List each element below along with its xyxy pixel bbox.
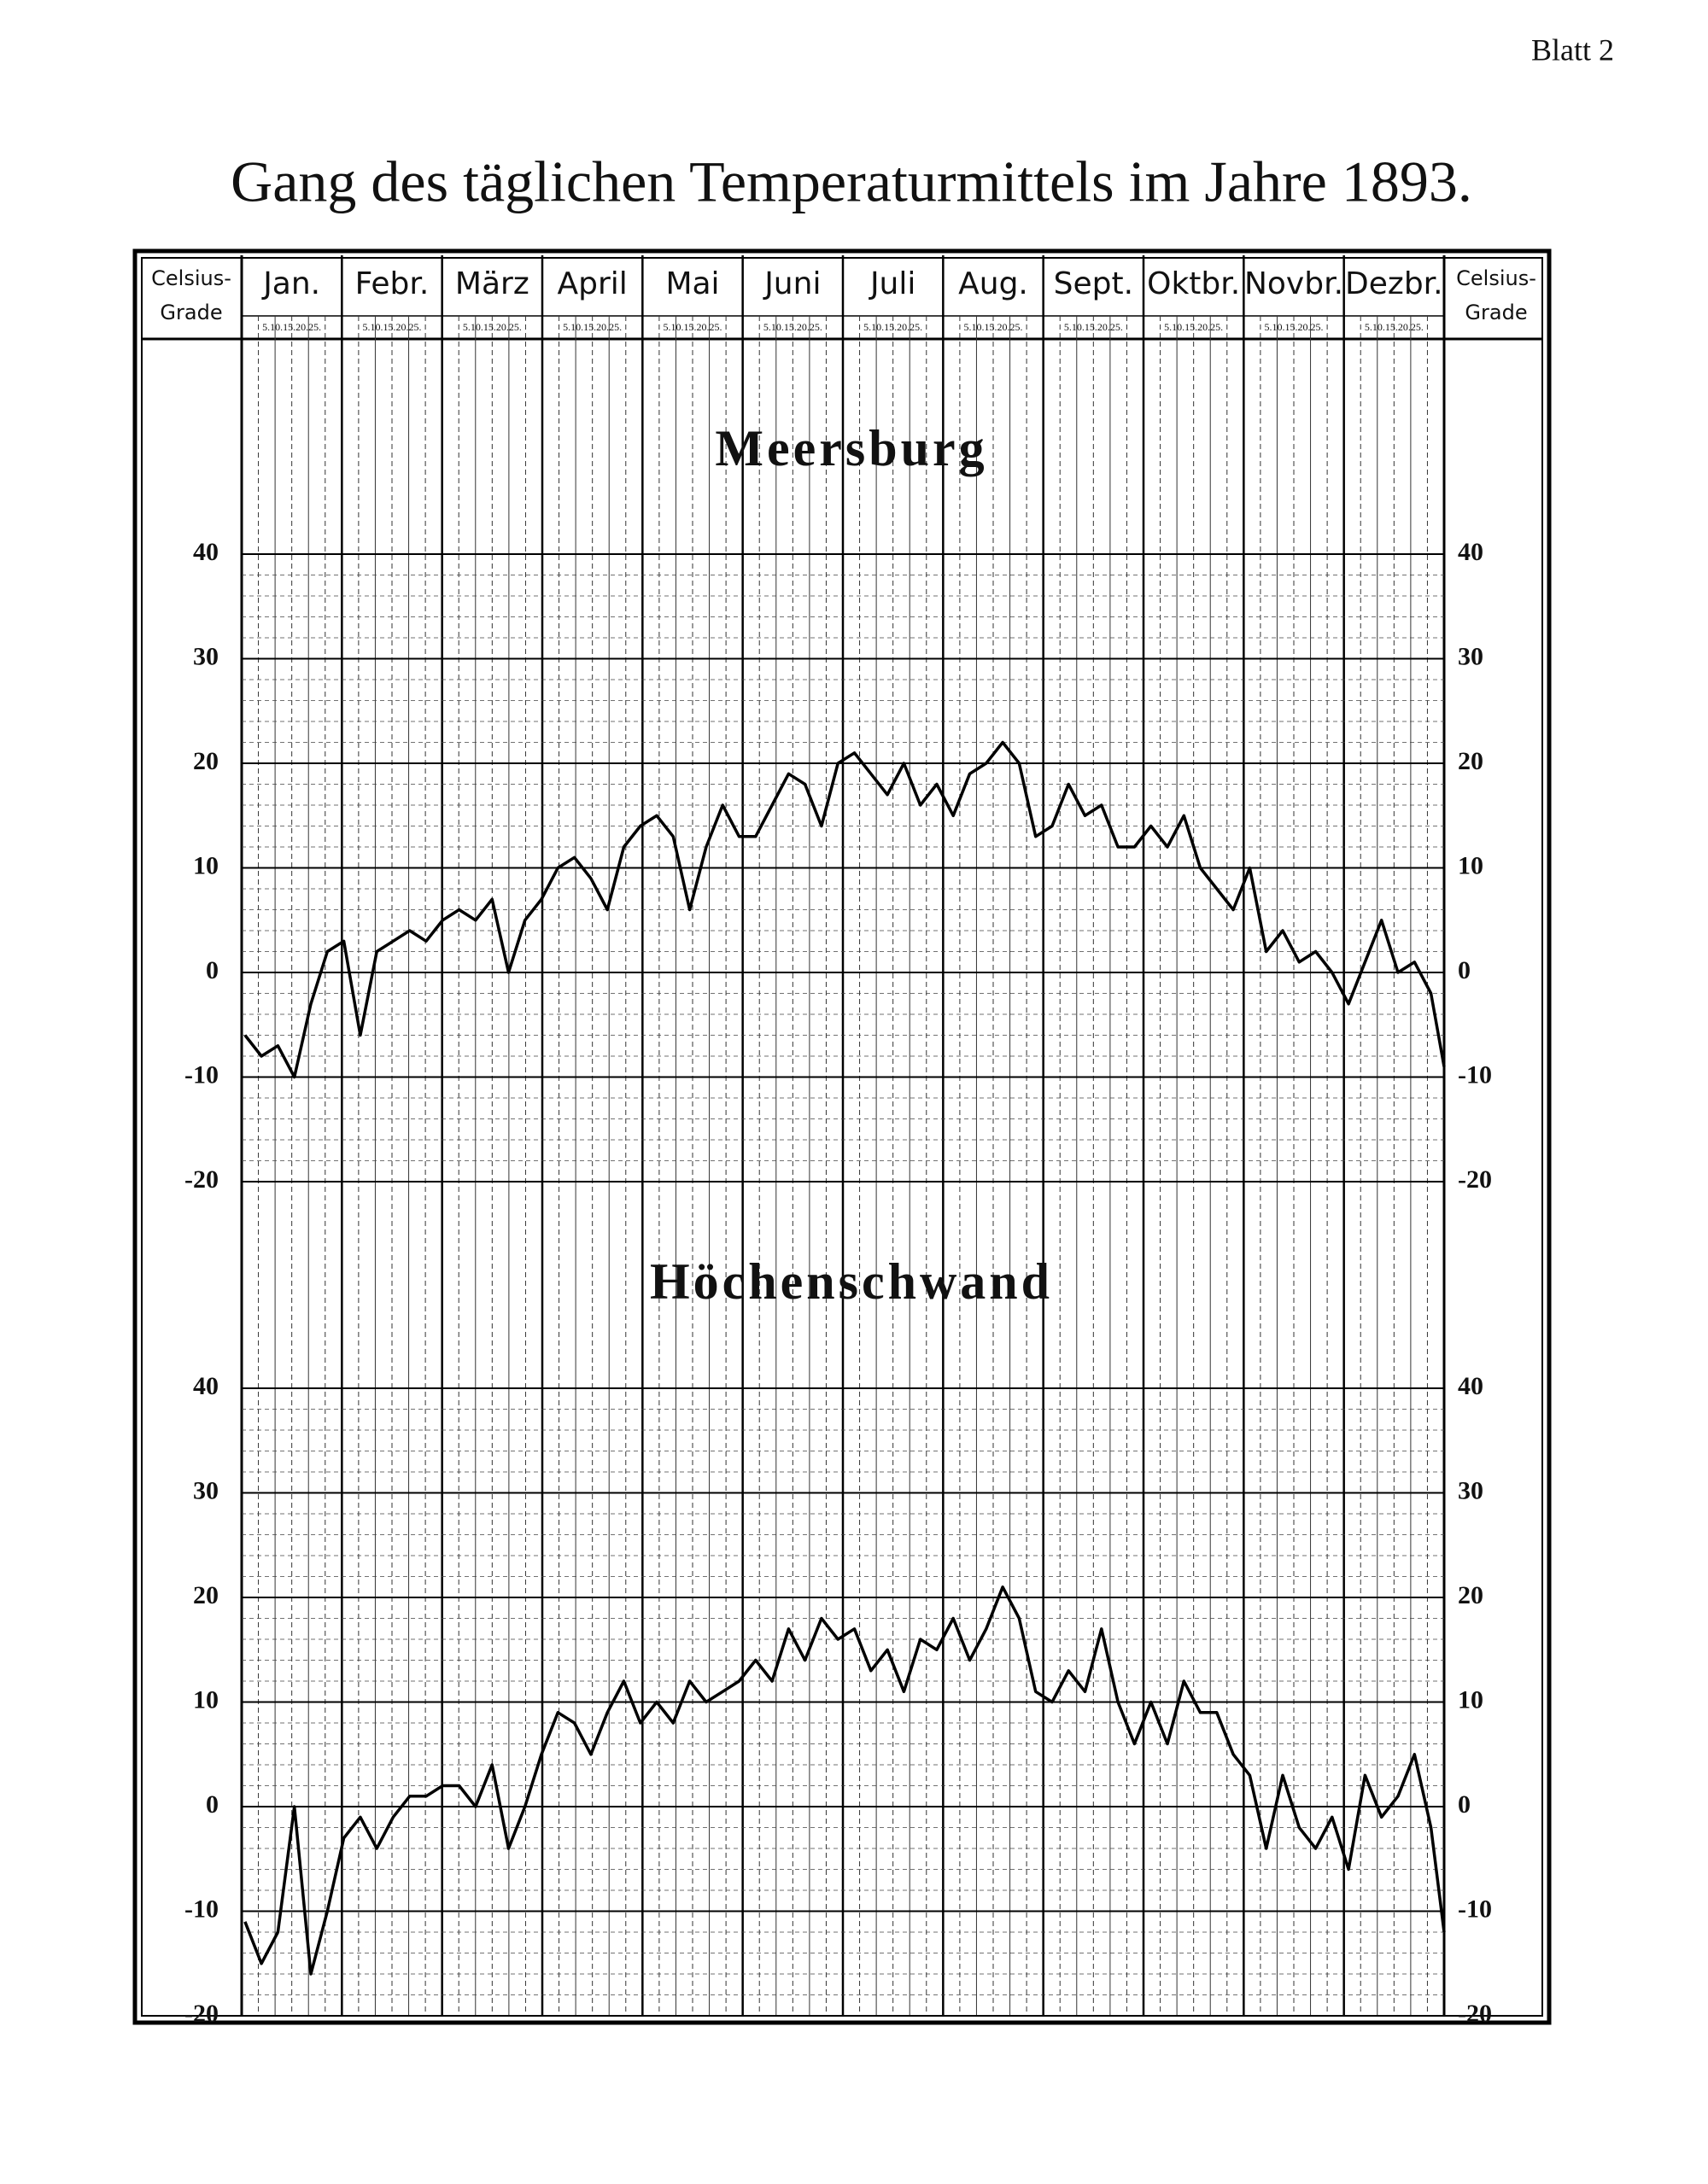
month-label: Oktbr. bbox=[1147, 266, 1240, 301]
month-label: Jan. bbox=[261, 266, 320, 301]
month-label: Juli bbox=[869, 266, 915, 301]
day-label: 5.10.15.20.25. bbox=[1365, 321, 1424, 333]
month-label: April bbox=[558, 266, 628, 301]
y-tick-label: 0 bbox=[206, 1790, 219, 1819]
left-unit-label: Celsius- bbox=[151, 266, 231, 290]
y-tick-label-right: 40 bbox=[1458, 538, 1483, 566]
chart-title: Meersburg bbox=[715, 420, 987, 476]
y-tick-label-right: -10 bbox=[1458, 1060, 1492, 1089]
y-tick-label: 10 bbox=[193, 851, 219, 879]
month-label: Juni bbox=[763, 266, 821, 301]
day-label: 5.10.15.20.25. bbox=[1164, 321, 1223, 333]
month-label: Dezbr. bbox=[1345, 266, 1443, 301]
y-tick-label-right: 30 bbox=[1458, 1476, 1483, 1504]
y-tick-label: -10 bbox=[184, 1060, 219, 1089]
month-label: Febr. bbox=[355, 266, 430, 301]
y-tick-label: -10 bbox=[184, 1895, 219, 1923]
y-tick-label-right: 40 bbox=[1458, 1372, 1483, 1400]
day-label: 5.10.15.20.25. bbox=[363, 321, 422, 333]
y-tick-label: 40 bbox=[193, 1372, 219, 1400]
day-label: 5.10.15.20.25. bbox=[863, 321, 922, 333]
y-tick-label-right: 10 bbox=[1458, 1685, 1483, 1714]
day-label: 5.10.15.20.25. bbox=[463, 321, 522, 333]
page-label: Blatt 2 bbox=[1531, 32, 1614, 67]
y-tick-label-right: -20 bbox=[1458, 1165, 1492, 1194]
month-label: Mai bbox=[665, 266, 719, 301]
day-label: 5.10.15.20.25. bbox=[262, 321, 321, 333]
temperature-line bbox=[243, 1585, 1446, 1976]
month-label: Novbr. bbox=[1244, 266, 1343, 301]
y-tick-label: 30 bbox=[193, 1476, 219, 1504]
day-label: 5.10.15.20.25. bbox=[563, 321, 622, 333]
y-tick-label: 10 bbox=[193, 1685, 219, 1714]
chart-title: Höchenschwand bbox=[650, 1253, 1053, 1310]
y-tick-label: 20 bbox=[193, 747, 219, 775]
y-tick-label: -20 bbox=[184, 2000, 219, 2028]
y-tick-label-right: 30 bbox=[1458, 642, 1483, 670]
page-title: Gang des täglichen Temperaturmittels im … bbox=[231, 149, 1472, 214]
y-tick-label-right: 20 bbox=[1458, 747, 1483, 775]
day-label: 5.10.15.20.25. bbox=[1265, 321, 1324, 333]
day-label: 5.10.15.20.25. bbox=[763, 321, 822, 333]
y-tick-label: 0 bbox=[206, 956, 219, 984]
right-unit-label: Grade bbox=[1465, 301, 1527, 324]
y-tick-label-right: 0 bbox=[1458, 1790, 1471, 1819]
y-tick-label-right: 10 bbox=[1458, 851, 1483, 879]
right-unit-label: Celsius- bbox=[1456, 266, 1536, 290]
y-tick-label: 20 bbox=[193, 1581, 219, 1609]
y-tick-label-right: 0 bbox=[1458, 956, 1471, 984]
month-label: März bbox=[455, 266, 529, 301]
y-tick-label: 40 bbox=[193, 538, 219, 566]
outer-frame bbox=[132, 248, 1552, 2025]
y-tick-label-right: -20 bbox=[1458, 2000, 1492, 2028]
day-label: 5.10.15.20.25. bbox=[964, 321, 1023, 333]
y-tick-label: -20 bbox=[184, 1165, 219, 1194]
day-label: 5.10.15.20.25. bbox=[1064, 321, 1123, 333]
y-tick-label-right: -10 bbox=[1458, 1895, 1492, 1923]
temperature-line bbox=[243, 740, 1446, 1079]
month-label: Aug. bbox=[958, 266, 1028, 301]
day-label: 5.10.15.20.25. bbox=[664, 321, 722, 333]
left-unit-label: Grade bbox=[160, 301, 222, 324]
month-label: Sept. bbox=[1054, 266, 1133, 301]
y-tick-label: 30 bbox=[193, 642, 219, 670]
y-tick-label-right: 20 bbox=[1458, 1581, 1483, 1609]
